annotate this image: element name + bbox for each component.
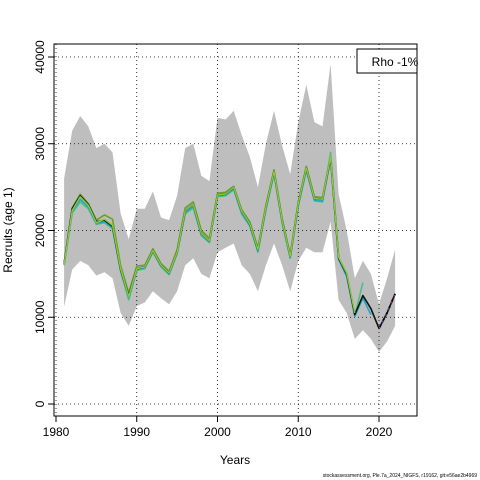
- confidence-band-layer: [64, 63, 396, 352]
- series-layer: [63, 151, 396, 330]
- x-axis-label: Years: [220, 453, 250, 467]
- x-tick-label-2020: 2020: [366, 425, 393, 439]
- y-tick-label-30000: 30000: [33, 127, 47, 161]
- legend-text: Rho -1%: [372, 55, 419, 69]
- y-tick-label-0: 0: [33, 400, 47, 407]
- legend-box: [356, 48, 418, 74]
- x-tick-label-2000: 2000: [204, 425, 231, 439]
- projection-line: [378, 293, 396, 329]
- confidence-band: [64, 63, 396, 352]
- legend: Rho -1%: [356, 48, 419, 74]
- y-tick-label-20000: 20000: [33, 213, 47, 247]
- x-tick-label-1990: 1990: [123, 425, 150, 439]
- x-tick-label-1980: 1980: [43, 425, 70, 439]
- axes-layer: 1980 1990 2000 2010 2020 0 10000 20000 30000 4000…: [33, 40, 418, 439]
- y-tick-label-40000: 40000: [33, 40, 47, 74]
- footer-text: stockassessment.org, Ple.7a_2024_NIGFS, …: [323, 473, 477, 479]
- y-axis-label: Recruits (age 1): [1, 187, 15, 272]
- x-tick-label-2010: 2010: [285, 425, 312, 439]
- y-tick-label-10000: 10000: [33, 300, 47, 334]
- series-line-3-overlay: [63, 156, 356, 314]
